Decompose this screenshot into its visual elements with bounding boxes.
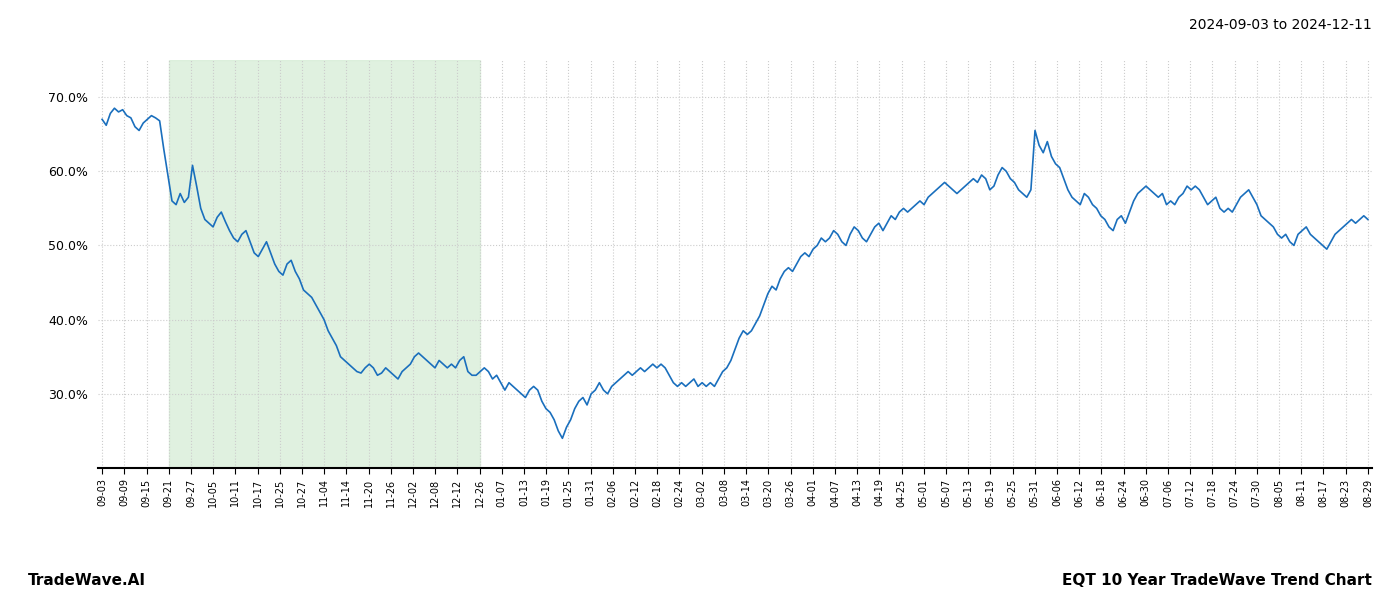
Bar: [169, 60, 480, 468]
Text: 2024-09-03 to 2024-12-11: 2024-09-03 to 2024-12-11: [1189, 18, 1372, 32]
Text: TradeWave.AI: TradeWave.AI: [28, 573, 146, 588]
Text: EQT 10 Year TradeWave Trend Chart: EQT 10 Year TradeWave Trend Chart: [1063, 573, 1372, 588]
